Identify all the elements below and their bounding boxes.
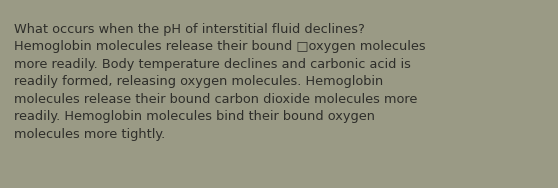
- Text: What occurs when the pH of interstitial fluid declines?
Hemoglobin molecules rel: What occurs when the pH of interstitial …: [14, 23, 426, 141]
